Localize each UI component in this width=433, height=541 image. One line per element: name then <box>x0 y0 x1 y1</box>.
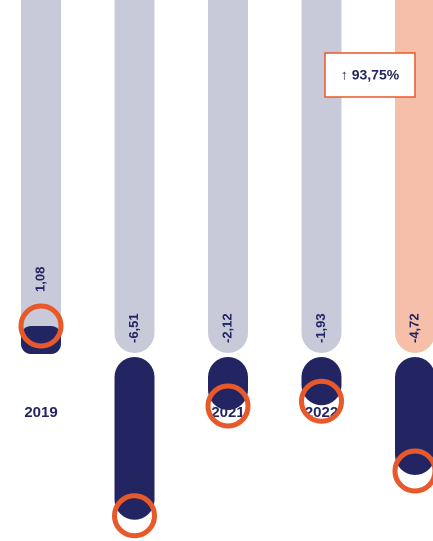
value-label: 1,08 <box>32 267 47 292</box>
year-label: 2021 <box>211 404 244 421</box>
value-marker <box>112 493 157 539</box>
year-label: 2019 <box>24 404 57 421</box>
value-marker <box>205 383 251 429</box>
bar <box>21 326 61 354</box>
bar-track <box>21 0 61 353</box>
value-label: -4,72 <box>406 313 421 343</box>
annotation: ↑ 93,75% <box>341 67 400 83</box>
annotation-box <box>324 52 416 98</box>
bar-track <box>114 0 155 353</box>
value-label: -1,93 <box>313 313 328 343</box>
bar-track <box>208 0 248 353</box>
bar <box>114 357 155 520</box>
value-label: -2,12 <box>219 313 234 343</box>
value-marker <box>299 378 344 424</box>
value-marker <box>18 303 64 349</box>
value-marker <box>392 448 433 494</box>
value-label: -6,51 <box>126 313 141 343</box>
bar <box>395 357 433 475</box>
year-label: 2023 <box>398 404 431 421</box>
year-label: 2020 <box>118 404 151 421</box>
